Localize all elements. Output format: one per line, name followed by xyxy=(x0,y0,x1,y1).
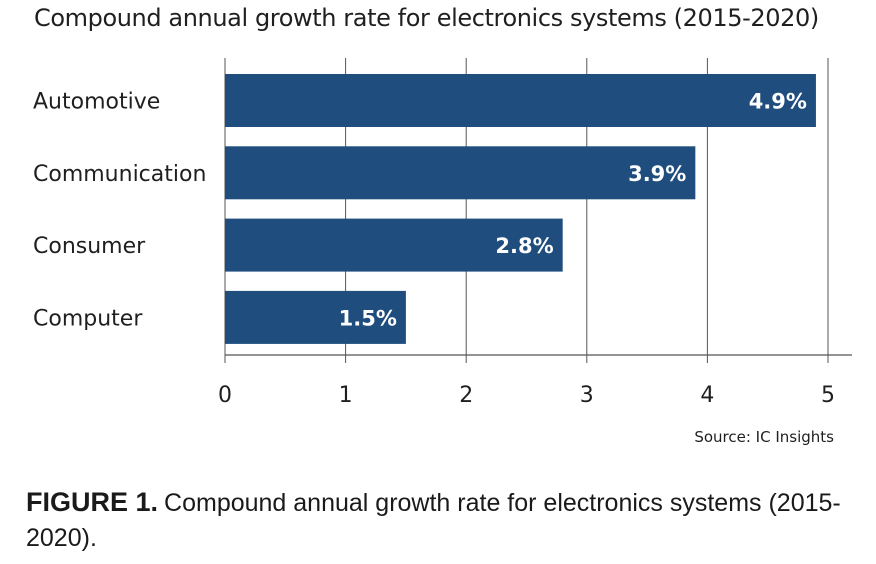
bar-value-label: 3.9% xyxy=(628,162,686,186)
category-label: Computer xyxy=(33,306,143,331)
x-tick-label: 4 xyxy=(700,383,714,408)
x-tick-label: 0 xyxy=(218,383,232,408)
category-label: Consumer xyxy=(33,234,146,259)
category-label: Automotive xyxy=(33,90,160,115)
figure-label: FIGURE 1. xyxy=(26,487,159,517)
bar-value-label: 1.5% xyxy=(339,306,397,330)
x-tick-label: 2 xyxy=(459,383,473,408)
source-note: Source: IC Insights xyxy=(694,428,834,446)
x-tick-label: 5 xyxy=(821,383,835,408)
category-label: Communication xyxy=(33,162,206,187)
bar-chart: 4.9% Automotive 3.9% Communication 2.8% Consu… xyxy=(33,58,852,408)
figure-caption: FIGURE 1. Compound annual growth rate for… xyxy=(26,485,846,556)
chart-title: Compound annual growth rate for electron… xyxy=(34,4,819,32)
bar-computer xyxy=(225,290,406,344)
bar-value-label: 4.9% xyxy=(749,90,807,114)
bar-automotive xyxy=(225,74,816,127)
bar-communication xyxy=(225,146,696,200)
x-tick-label: 3 xyxy=(580,383,594,408)
x-tick-label: 1 xyxy=(339,383,353,408)
figure-caption-text: Compound annual growth rate for electron… xyxy=(26,489,841,552)
bar-value-label: 2.8% xyxy=(495,234,553,258)
bar-consumer xyxy=(225,218,563,272)
